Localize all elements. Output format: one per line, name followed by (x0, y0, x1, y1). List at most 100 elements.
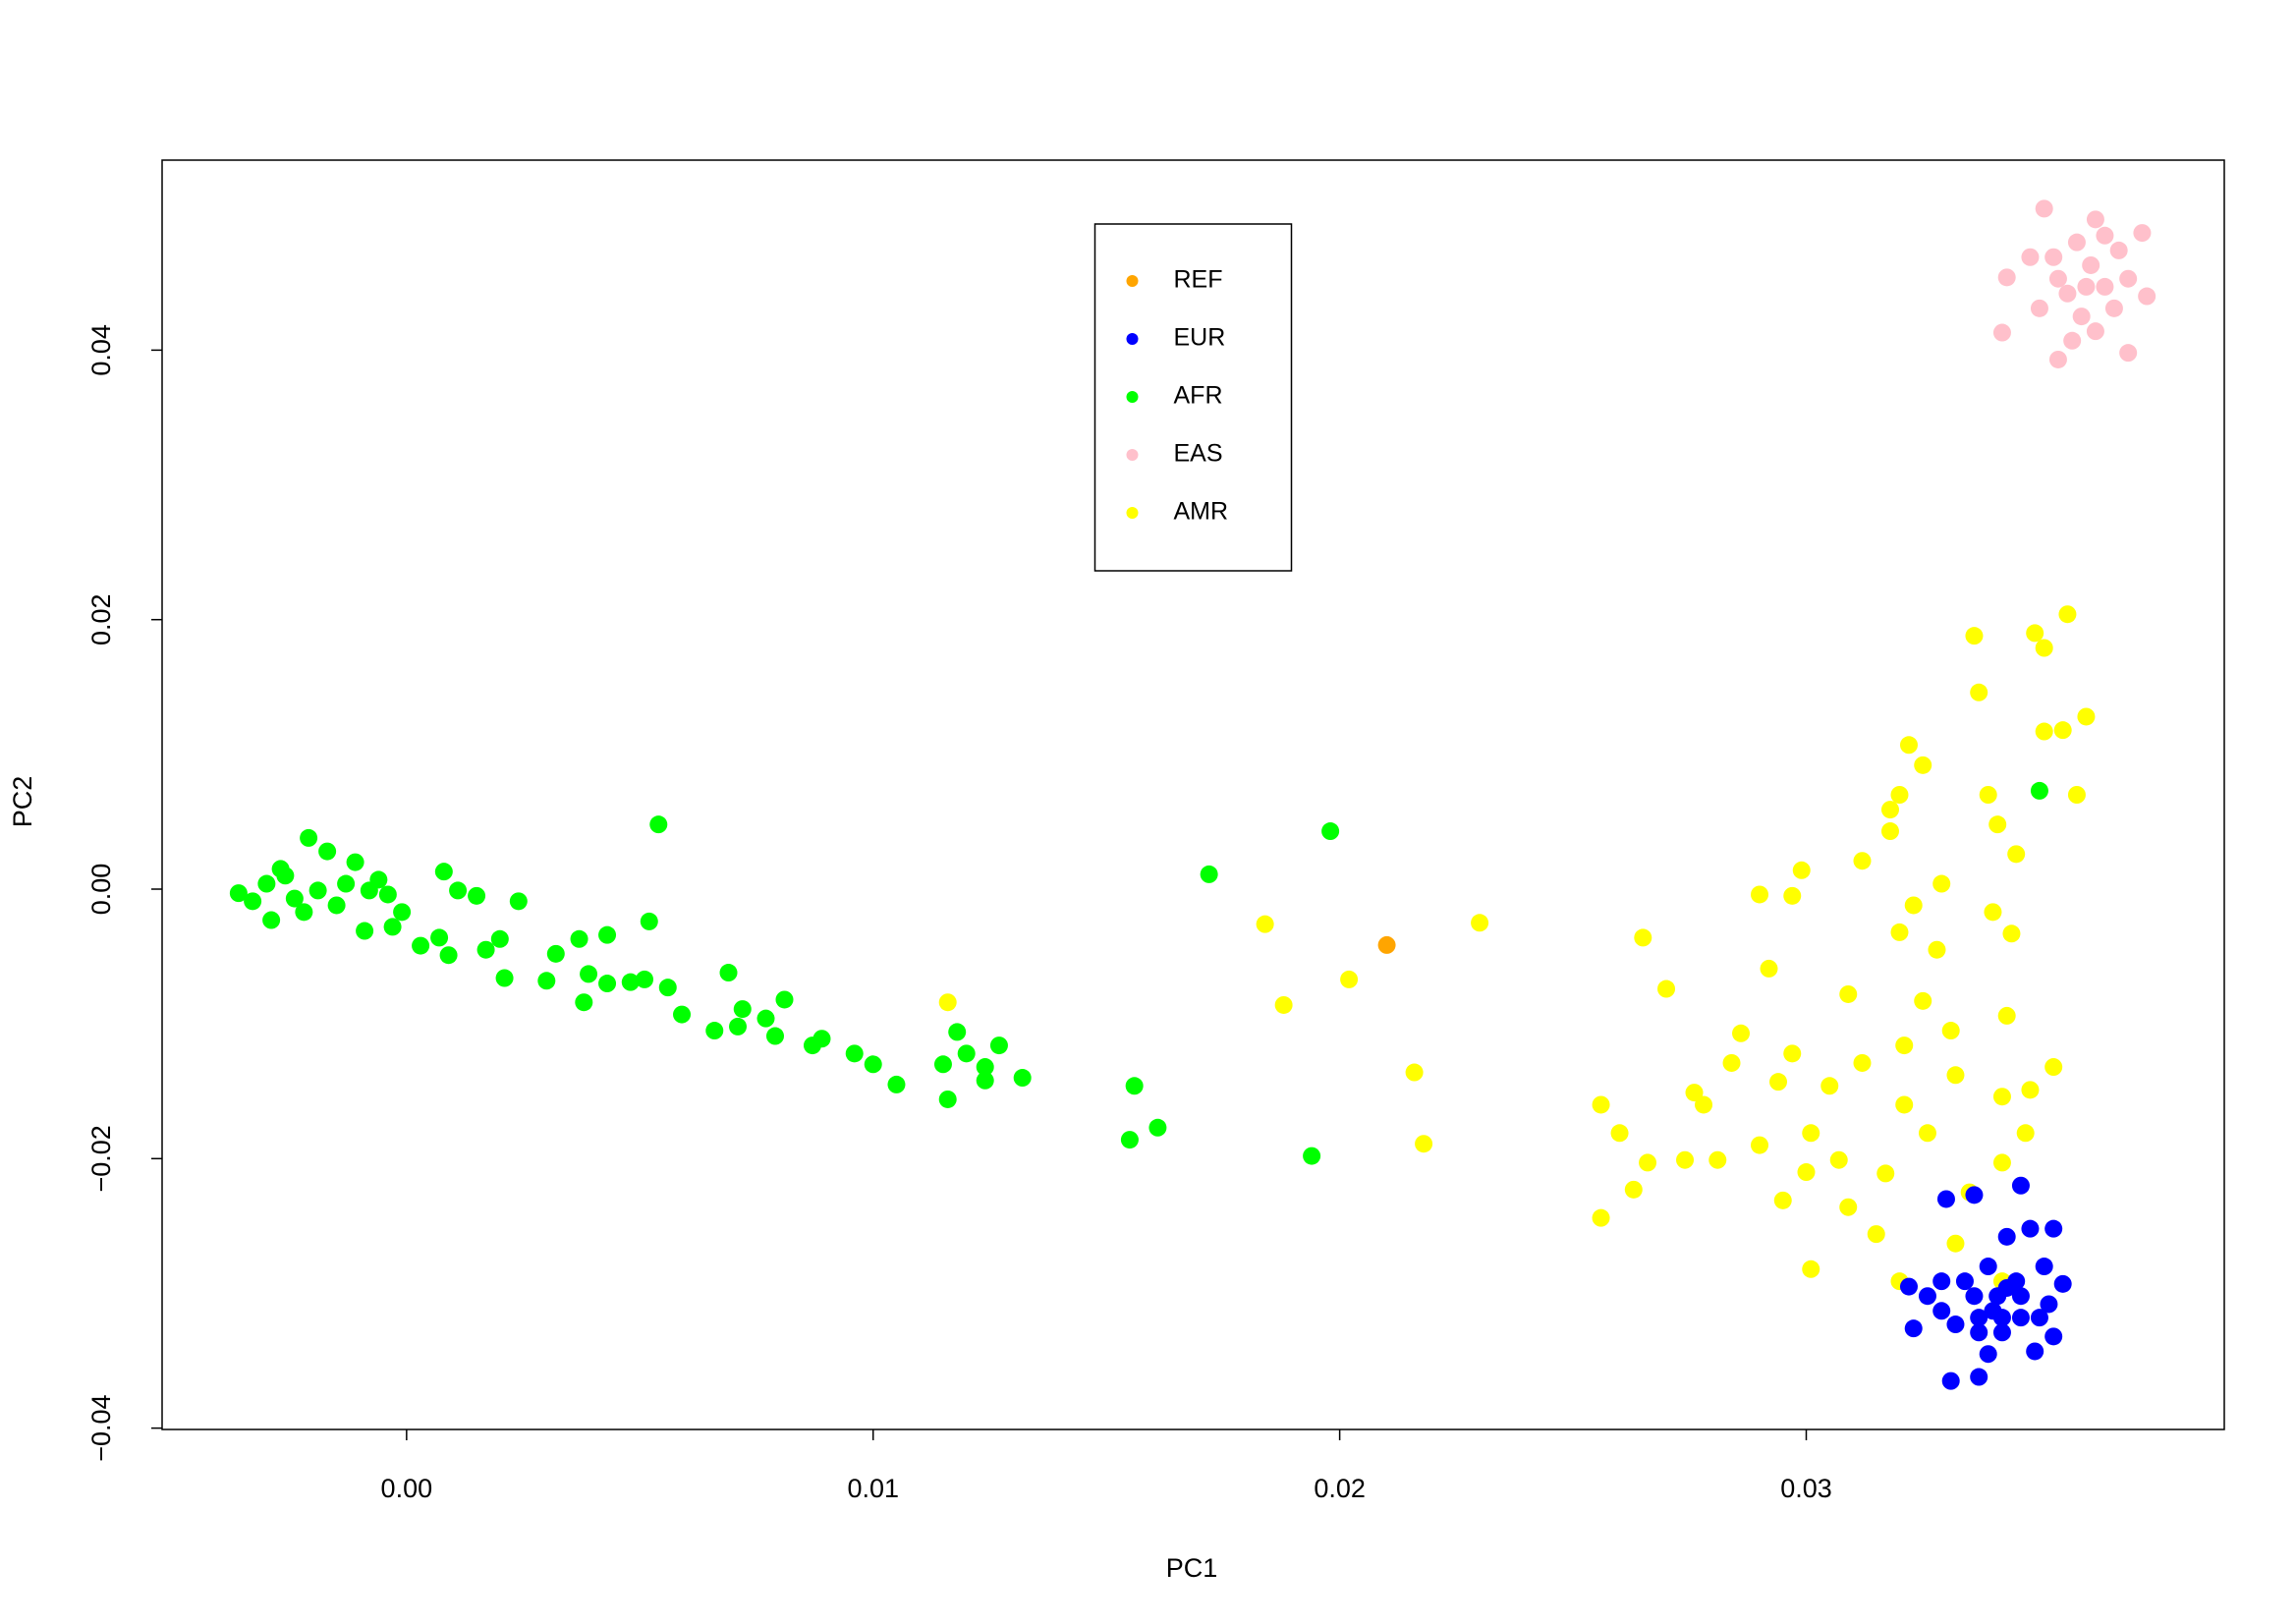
point (360, 881, 378, 900)
point (933, 1055, 952, 1074)
point (1732, 1024, 1751, 1042)
point (733, 1000, 752, 1019)
point (393, 903, 412, 922)
point (1751, 885, 1769, 904)
point (1979, 1258, 1997, 1276)
point (2119, 344, 2138, 363)
point (308, 881, 327, 900)
point (1946, 1316, 1965, 1334)
point (1946, 1066, 1965, 1085)
point (229, 884, 248, 903)
point (705, 1022, 724, 1040)
point (430, 928, 449, 947)
point (1965, 627, 1984, 645)
legend-label: EAS (1174, 440, 1223, 468)
point (1013, 1069, 1032, 1088)
point (1685, 1084, 1704, 1102)
point (1876, 1164, 1895, 1183)
point (729, 1017, 748, 1036)
point (938, 1090, 957, 1108)
point (719, 964, 738, 982)
point (938, 993, 957, 1012)
point (1125, 1077, 1144, 1095)
point (1274, 995, 1293, 1014)
point (1914, 756, 1932, 774)
point (1839, 1198, 1858, 1216)
point (495, 969, 514, 987)
legend-marker (1126, 507, 1139, 519)
point (1899, 1277, 1918, 1296)
point (1941, 1372, 1960, 1390)
x-tick-label: 0.00 (381, 1474, 433, 1503)
point (2077, 277, 2096, 296)
point (948, 1023, 967, 1041)
point (1200, 865, 1218, 883)
point (1997, 268, 2016, 287)
point (1965, 1287, 1984, 1306)
point (295, 903, 313, 922)
point (2026, 624, 2044, 643)
point (2104, 299, 2123, 317)
plot-frame (161, 159, 2225, 1430)
point (356, 922, 374, 940)
point (1970, 1323, 1988, 1342)
point (1992, 1088, 2011, 1106)
point (2072, 308, 2091, 326)
legend-label: AMR (1174, 498, 1229, 526)
point (1256, 915, 1274, 933)
x-tick-label: 0.03 (1780, 1474, 1832, 1503)
point (756, 1009, 775, 1028)
point (434, 863, 453, 881)
point (2007, 845, 2026, 864)
point (1932, 874, 1951, 893)
point (2044, 248, 2063, 266)
point (845, 1044, 864, 1063)
point (864, 1055, 882, 1074)
point (766, 1027, 785, 1045)
point (449, 881, 468, 900)
point (1970, 1309, 1988, 1327)
point (2040, 1295, 2058, 1314)
point (2096, 277, 2114, 296)
point (2030, 781, 2048, 800)
point (1792, 861, 1811, 879)
point (2138, 287, 2156, 306)
point (598, 975, 617, 993)
point (1895, 1036, 1914, 1055)
point (244, 892, 262, 911)
point (1936, 1190, 1955, 1208)
point (1970, 1368, 1988, 1386)
point (1880, 822, 1899, 841)
point (2011, 1309, 2030, 1327)
point (1992, 1323, 2011, 1342)
point (1773, 1191, 1792, 1209)
point (621, 973, 640, 991)
point (1802, 1124, 1820, 1143)
point (1829, 1150, 1848, 1169)
points (229, 199, 2156, 1390)
point (2016, 1124, 2035, 1143)
point (2053, 1274, 2072, 1293)
point (1415, 1135, 1433, 1153)
point (1695, 1095, 1713, 1114)
x-tick-label: 0.02 (1314, 1474, 1366, 1503)
point (2058, 284, 2077, 303)
point (257, 874, 276, 893)
legend-marker (1126, 449, 1139, 461)
point (673, 1005, 692, 1024)
point (2086, 210, 2104, 229)
point (1657, 980, 1676, 998)
y-tick-label: −0.02 (86, 1125, 116, 1192)
point (476, 940, 495, 959)
point (2011, 1287, 2030, 1306)
point (2021, 1219, 2040, 1238)
point (337, 874, 356, 893)
point (2044, 1327, 2063, 1346)
point (2035, 1258, 2053, 1276)
legend-marker (1126, 275, 1139, 287)
point (1676, 1150, 1695, 1169)
legend-label: REF (1174, 266, 1223, 294)
point (271, 860, 290, 878)
point (1751, 1136, 1769, 1154)
point (649, 815, 668, 834)
